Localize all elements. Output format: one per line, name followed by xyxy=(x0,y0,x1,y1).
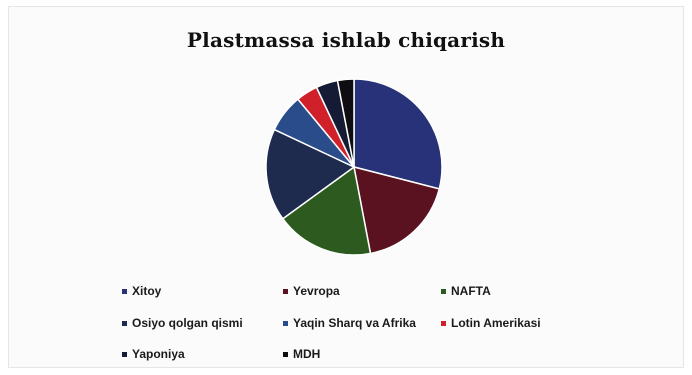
pie-slice-osiyo-qolgan-qismi xyxy=(265,128,356,220)
chart-title: Plastmassa ishlab chiqarish xyxy=(186,28,506,52)
pie-slice-nafta xyxy=(281,165,372,256)
pie-slice-xitoy xyxy=(353,78,443,190)
pie-slice-yevropa xyxy=(353,165,441,255)
pie-slice-mdh xyxy=(336,78,355,168)
